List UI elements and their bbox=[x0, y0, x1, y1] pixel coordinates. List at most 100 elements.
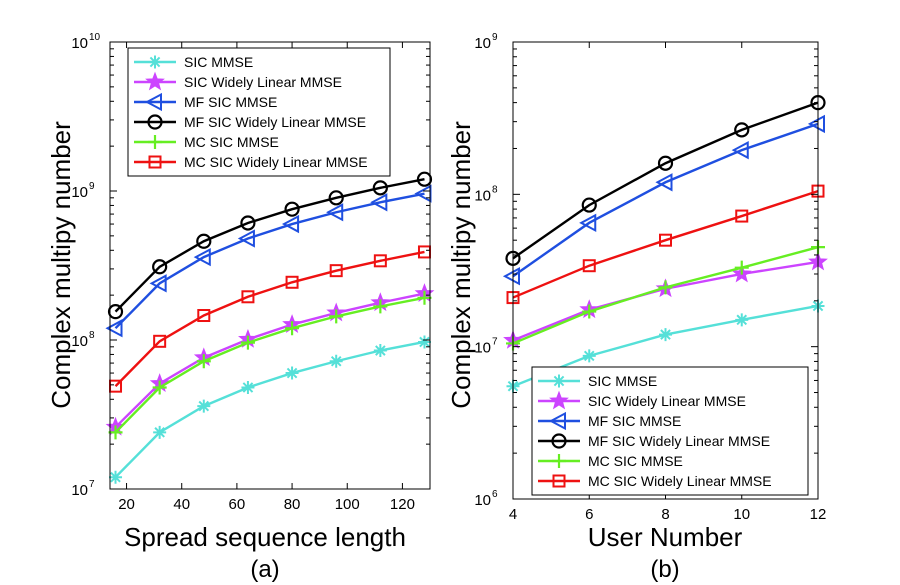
x-tick-label-a-3: 80 bbox=[284, 496, 301, 513]
y-tick-exponent-a-0: 7 bbox=[89, 479, 95, 490]
y-tick-exponent-b-2: 8 bbox=[492, 184, 498, 195]
point-mf-sic-widely-linear-mmse-a-6 bbox=[372, 180, 388, 196]
y-tick-label-a-1: 10 bbox=[71, 333, 88, 350]
point-mc-sic-mmse-a-0 bbox=[108, 425, 123, 440]
point-sic-mmse-b-2 bbox=[659, 328, 672, 342]
series-layer-a bbox=[105, 171, 435, 484]
legend-label-mc-sic-widely-linear-mmse-a: MC SIC Widely Linear MMSE bbox=[184, 154, 368, 170]
series-mf-sic-widely-linear-mmse-a bbox=[107, 171, 433, 320]
point-mc-sic-widely-linear-mmse-a-2 bbox=[197, 309, 211, 323]
legend-b: SIC MMSE SIC Widely Linear MMSE MF SIC MMS… bbox=[531, 366, 809, 496]
x-tick-label-a-2: 60 bbox=[229, 496, 246, 513]
point-mc-sic-mmse-a-5 bbox=[329, 309, 344, 324]
x-axis-title-b: User Number bbox=[588, 522, 743, 552]
point-sic-mmse-b-3 bbox=[735, 313, 749, 327]
legend-marker-mc-sic-mmse-a bbox=[148, 135, 162, 149]
line-mc-sic-widely-linear-mmse-a bbox=[114, 250, 425, 388]
panel-caption-a: (a) bbox=[250, 556, 279, 583]
legend-marker-mf-sic-mmse-a bbox=[144, 92, 162, 112]
x-tick-label-b-1: 6 bbox=[585, 506, 593, 523]
point-mc-sic-mmse-b-1 bbox=[582, 304, 597, 319]
point-sic-mmse-a-4 bbox=[285, 366, 299, 380]
point-mf-sic-mmse-a-2 bbox=[193, 247, 211, 267]
point-sic-mmse-a-5 bbox=[329, 354, 343, 368]
legend-marker-mc-sic-mmse-b bbox=[552, 454, 566, 468]
point-sic-mmse-b-1 bbox=[582, 349, 596, 363]
y-tick-label-a-0: 10 bbox=[71, 482, 88, 499]
point-mf-sic-widely-linear-mmse-a-2 bbox=[196, 233, 212, 249]
point-sic-mmse-a-7 bbox=[417, 335, 431, 349]
point-mc-sic-mmse-a-3 bbox=[240, 335, 255, 350]
point-mf-sic-widely-linear-mmse-b-3 bbox=[734, 122, 750, 138]
point-mf-sic-mmse-a-4 bbox=[281, 214, 300, 234]
y-tick-exponent-a-3: 10 bbox=[89, 32, 101, 43]
point-mc-sic-mmse-b-3 bbox=[734, 260, 749, 275]
legend-label-mc-sic-widely-linear-mmse-b: MC SIC Widely Linear MMSE bbox=[588, 473, 772, 489]
y-tick-label-b-3: 10 bbox=[474, 35, 491, 52]
x-tick-label-b-2: 8 bbox=[661, 506, 669, 523]
point-mf-sic-widely-linear-mmse-b-2 bbox=[657, 155, 674, 171]
line-mf-sic-mmse-b bbox=[512, 122, 819, 278]
line-sic-widely-linear-mmse-a bbox=[114, 292, 425, 429]
point-mc-sic-mmse-a-2 bbox=[196, 354, 211, 369]
series-mf-sic-mmse-a bbox=[105, 184, 432, 338]
point-mf-sic-mmse-b-1 bbox=[579, 213, 597, 233]
x-tick-label-a-5: 120 bbox=[390, 496, 415, 513]
point-mf-sic-mmse-b-4 bbox=[807, 114, 825, 134]
legend-marker-sic-mmse-b bbox=[552, 374, 566, 388]
line-mc-sic-mmse-a bbox=[114, 296, 425, 434]
x-tick-label-b-0: 4 bbox=[509, 506, 517, 523]
point-mc-sic-widely-linear-mmse-a-3 bbox=[241, 290, 255, 304]
point-mf-sic-mmse-b-2 bbox=[655, 173, 673, 192]
y-tick-label-b-1: 10 bbox=[474, 340, 491, 357]
series-sic-mmse-a bbox=[109, 335, 431, 484]
point-mc-sic-mmse-a-7 bbox=[417, 290, 432, 305]
y-axis-title-a: Complex multipy number bbox=[46, 121, 76, 409]
legend-marker-mc-sic-widely-linear-mmse-a bbox=[148, 155, 162, 169]
point-sic-mmse-a-0 bbox=[109, 470, 123, 484]
x-tick-label-a-4: 100 bbox=[335, 496, 360, 513]
point-mc-sic-widely-linear-mmse-a-5 bbox=[329, 264, 343, 278]
legend-marker-sic-widely-linear-mmse-b bbox=[549, 390, 569, 410]
point-mc-sic-widely-linear-mmse-b-2 bbox=[659, 233, 672, 247]
point-mc-sic-widely-linear-mmse-a-1 bbox=[153, 334, 167, 348]
point-sic-mmse-a-3 bbox=[241, 380, 255, 394]
legend-marker-mf-sic-widely-linear-mmse-b bbox=[551, 433, 567, 449]
x-tick-label-a-0: 20 bbox=[118, 496, 135, 513]
line-mf-sic-widely-linear-mmse-b bbox=[512, 101, 819, 260]
y-tick-exponent-a-1: 8 bbox=[89, 330, 95, 341]
point-mc-sic-mmse-a-1 bbox=[152, 380, 167, 395]
point-mc-sic-mmse-a-6 bbox=[373, 299, 388, 314]
point-mf-sic-mmse-a-3 bbox=[237, 229, 255, 248]
y-tick-label-b-0: 10 bbox=[474, 492, 491, 509]
legend-label-sic-widely-linear-mmse-b: SIC Widely Linear MMSE bbox=[588, 393, 746, 409]
legend-box-a bbox=[127, 47, 391, 177]
legend-a: SIC MMSE SIC Widely Linear MMSE MF SIC MMS… bbox=[127, 47, 391, 177]
legend-box-b bbox=[531, 366, 809, 496]
y-tick-label-a-3: 10 bbox=[71, 35, 88, 52]
series-mc-sic-mmse-a bbox=[108, 290, 432, 440]
point-mf-sic-widely-linear-mmse-a-3 bbox=[240, 215, 256, 231]
y-axis-title-b: Complex multipy number bbox=[446, 121, 476, 409]
legend-marker-mf-sic-mmse-b bbox=[548, 411, 566, 431]
series-mc-sic-widely-linear-mmse-a bbox=[109, 245, 431, 393]
point-mf-sic-mmse-a-6 bbox=[370, 193, 388, 212]
legend-marker-mc-sic-widely-linear-mmse-b bbox=[552, 474, 566, 488]
point-mf-sic-widely-linear-mmse-a-7 bbox=[416, 171, 433, 187]
point-mf-sic-widely-linear-mmse-a-5 bbox=[328, 190, 344, 206]
series-mf-sic-mmse-b bbox=[502, 114, 825, 286]
y-tick-exponent-b-0: 6 bbox=[492, 489, 498, 500]
x-tick-label-b-3: 10 bbox=[733, 506, 750, 523]
legend-label-mf-sic-widely-linear-mmse-a: MF SIC Widely Linear MMSE bbox=[184, 114, 366, 130]
legend-label-mf-sic-widely-linear-mmse-b: MF SIC Widely Linear MMSE bbox=[588, 433, 770, 449]
legend-label-sic-mmse-a: SIC MMSE bbox=[184, 54, 253, 70]
point-mf-sic-widely-linear-mmse-a-0 bbox=[107, 304, 124, 320]
point-mf-sic-mmse-a-1 bbox=[149, 274, 167, 293]
point-mc-sic-widely-linear-mmse-b-1 bbox=[582, 259, 596, 273]
legend-label-sic-mmse-b: SIC MMSE bbox=[588, 373, 657, 389]
legend-marker-sic-widely-linear-mmse-a bbox=[145, 71, 165, 91]
